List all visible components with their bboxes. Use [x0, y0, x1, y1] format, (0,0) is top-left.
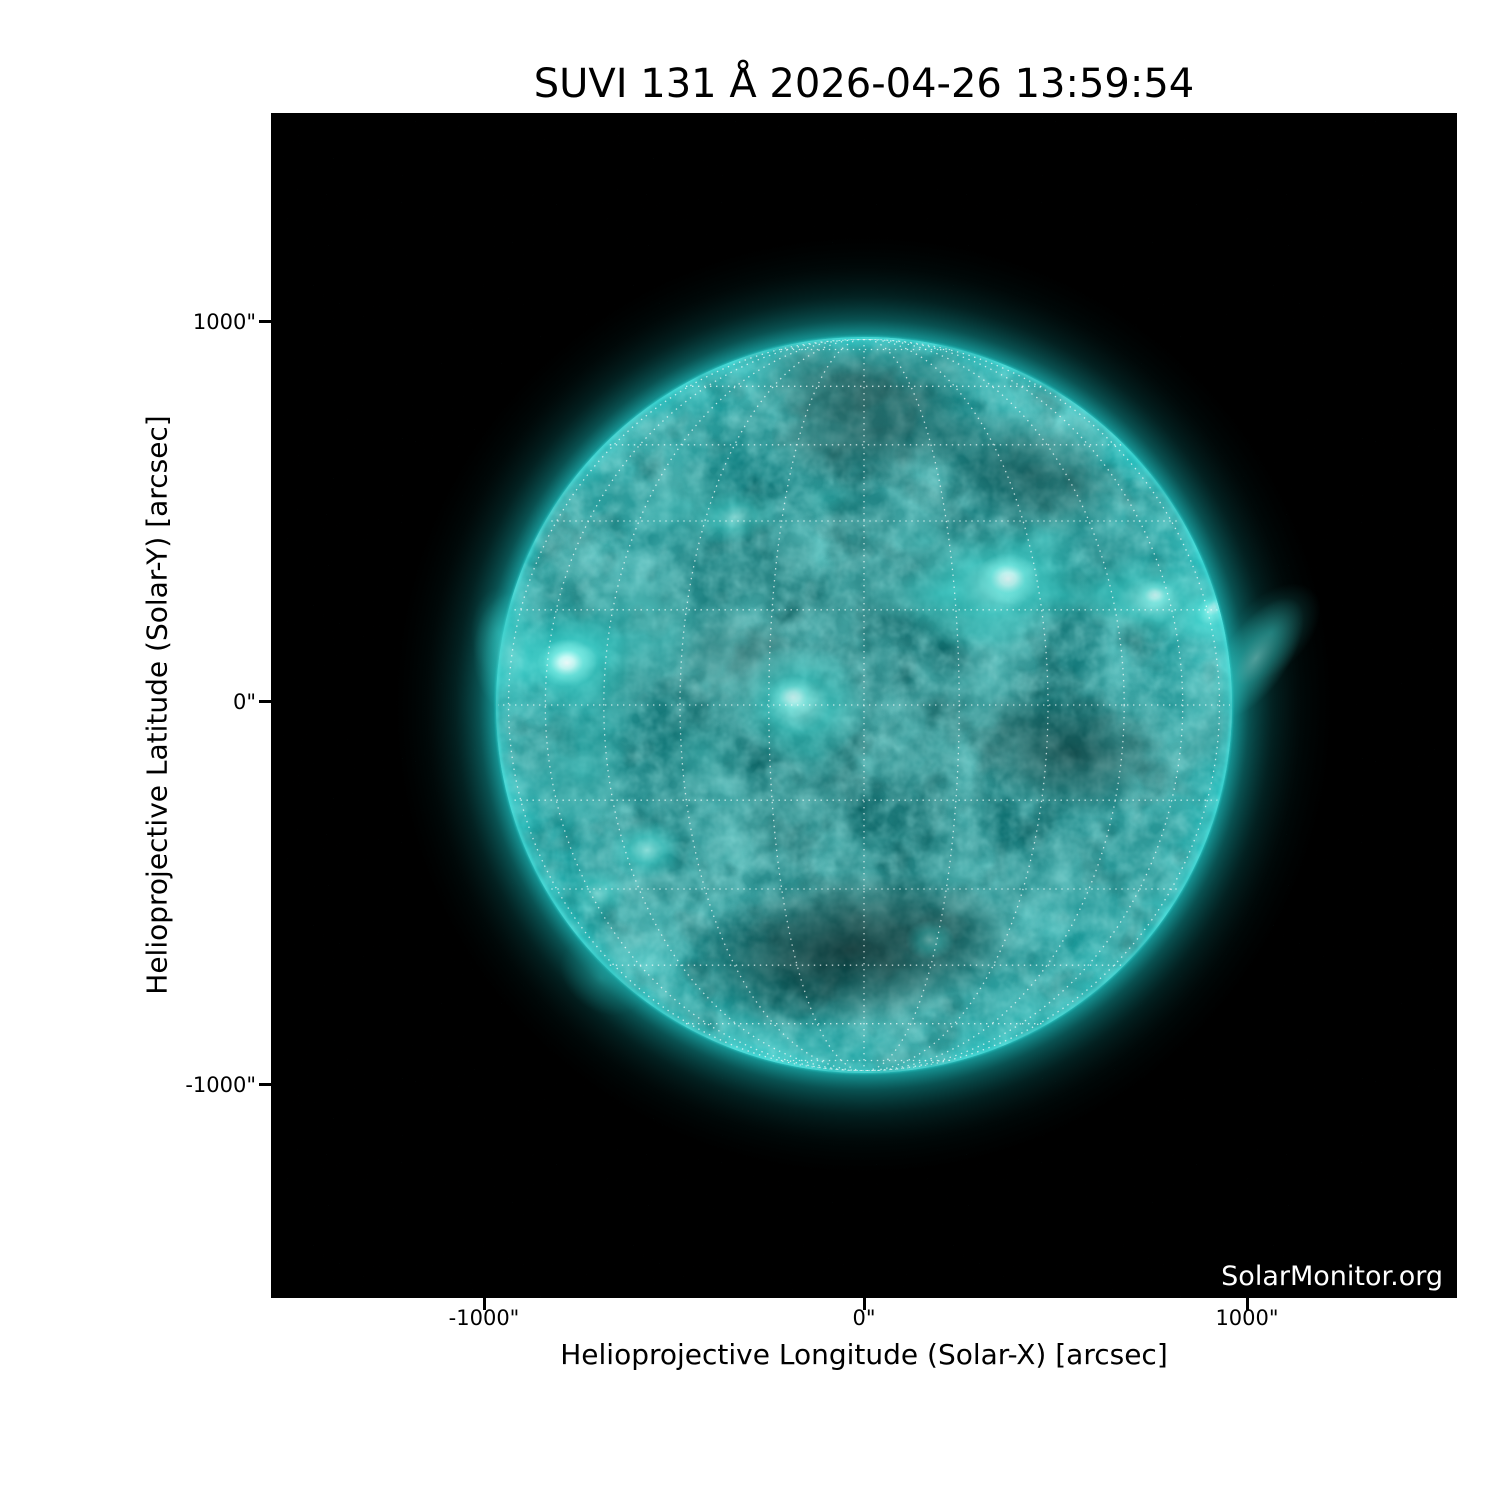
coordinate-grid	[498, 339, 1230, 1071]
sun-image	[271, 113, 1457, 1298]
x-axis-label: Helioprojective Longitude (Solar-X) [arc…	[560, 1338, 1168, 1371]
figure-title: SUVI 131 Å 2026-04-26 13:59:54	[533, 61, 1195, 107]
y-tick-mark	[259, 1083, 271, 1086]
x-tick-mark	[1246, 1298, 1249, 1310]
y-tick-label: 1000"	[192, 310, 256, 334]
x-tick-label: 0"	[852, 1306, 876, 1330]
x-tick-label: -1000"	[448, 1306, 520, 1330]
plot-area: SolarMonitor.org	[271, 113, 1457, 1298]
x-tick-label: 1000"	[1215, 1306, 1279, 1330]
x-tick-mark	[863, 1298, 866, 1310]
y-tick-mark	[259, 700, 271, 703]
watermark: SolarMonitor.org	[1221, 1261, 1443, 1292]
x-tick-mark	[483, 1298, 486, 1310]
y-tick-label: 0"	[232, 690, 256, 714]
y-tick-mark	[259, 320, 271, 323]
y-tick-label: -1000"	[185, 1073, 256, 1097]
